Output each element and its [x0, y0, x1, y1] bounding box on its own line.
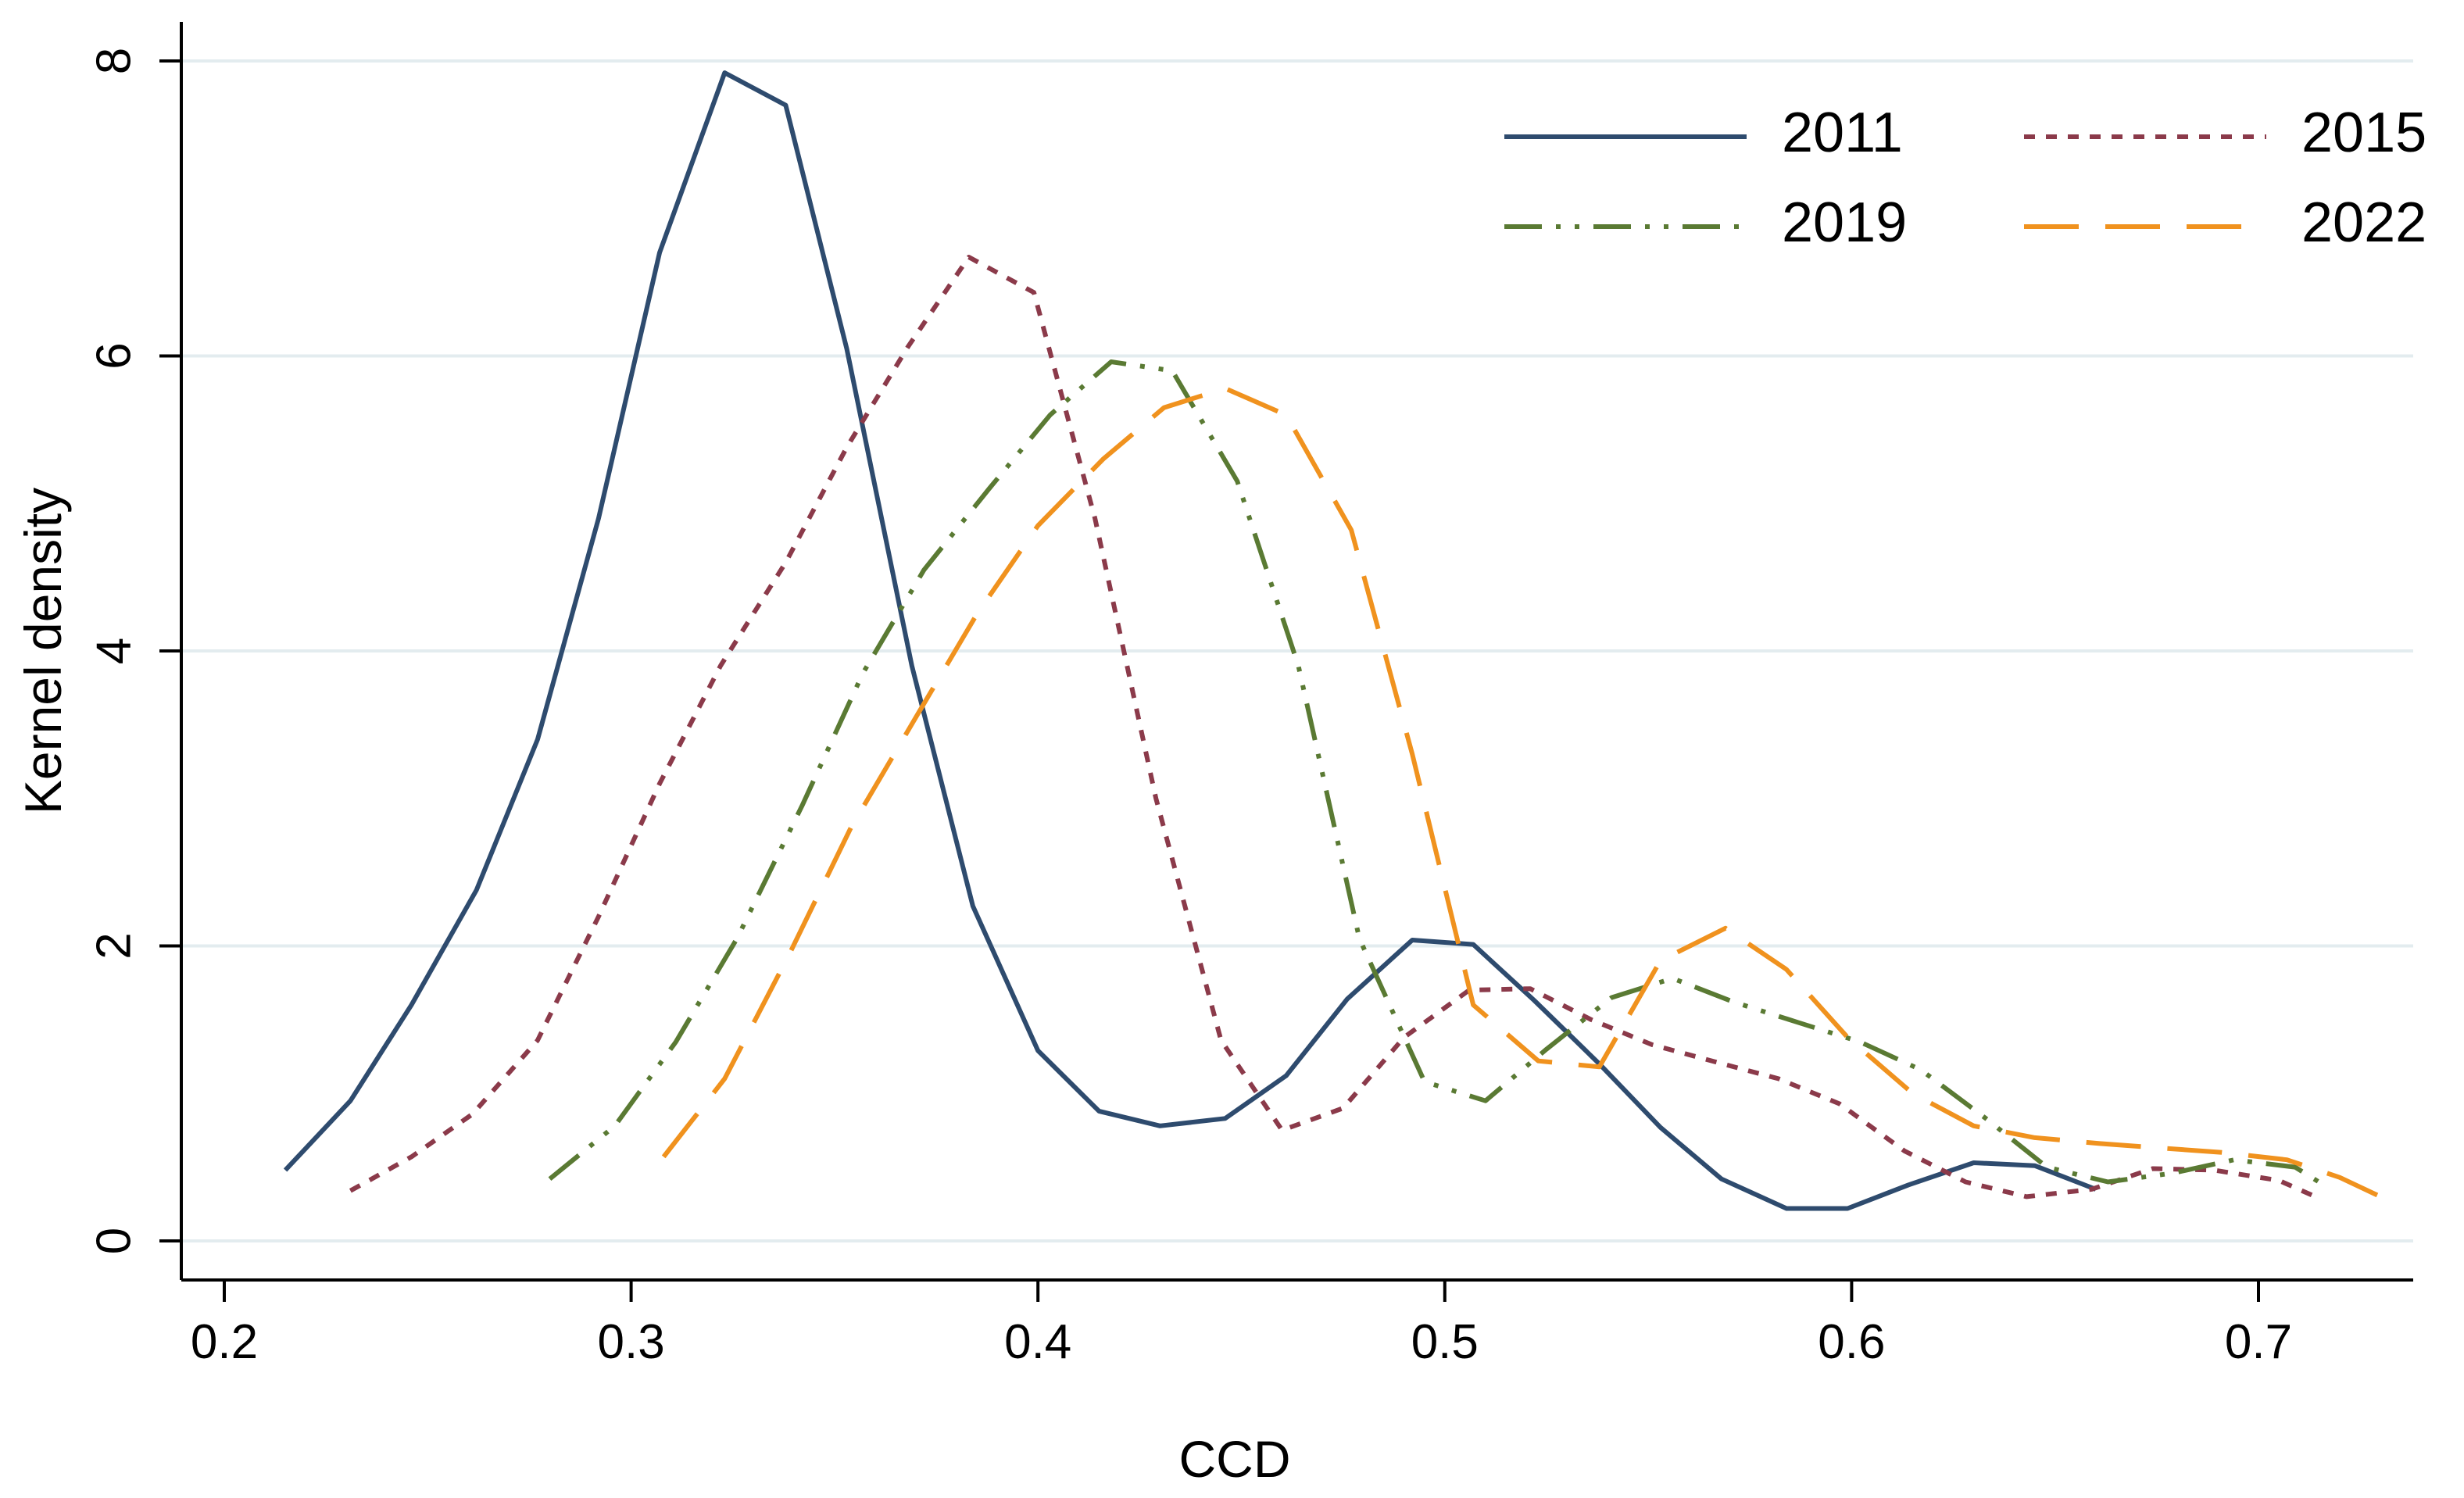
y-axis-title: Kernel density — [14, 488, 72, 814]
y-tick-label: 2 — [87, 932, 141, 959]
gridlines — [181, 59, 2413, 1242]
y-tick-label: 4 — [87, 638, 141, 664]
x-tick-label: 0.3 — [597, 1315, 664, 1369]
y-ticks: 0 2 4 6 8 — [87, 48, 181, 1254]
legend: 2011 2015 2019 2022 — [1504, 102, 2426, 254]
series-line-2019 — [548, 359, 2325, 1187]
x-tick-label: 0.2 — [191, 1315, 258, 1369]
legend-label-2019: 2019 — [1782, 191, 1907, 254]
legend-label-2022: 2022 — [2301, 191, 2426, 254]
y-tick-label: 6 — [87, 342, 141, 369]
legend-label-2015: 2015 — [2301, 102, 2426, 164]
x-tick-label: 0.4 — [1004, 1315, 1071, 1369]
y-tick-label: 8 — [87, 48, 141, 74]
x-axis-title: CCD — [1179, 1430, 1291, 1488]
series-line-2015 — [349, 255, 2317, 1199]
series-lines — [283, 70, 2382, 1211]
x-tick-label: 0.6 — [1818, 1315, 1885, 1369]
series-line-2011 — [283, 70, 2097, 1211]
y-tick-label: 0 — [87, 1228, 141, 1254]
legend-label-2011: 2011 — [1782, 102, 1903, 164]
x-ticks: 0.2 0.3 0.4 0.5 0.6 0.7 — [191, 1280, 2292, 1369]
series-line-2022 — [661, 386, 2382, 1199]
x-tick-label: 0.5 — [1411, 1315, 1479, 1369]
x-tick-label: 0.7 — [2225, 1315, 2292, 1369]
